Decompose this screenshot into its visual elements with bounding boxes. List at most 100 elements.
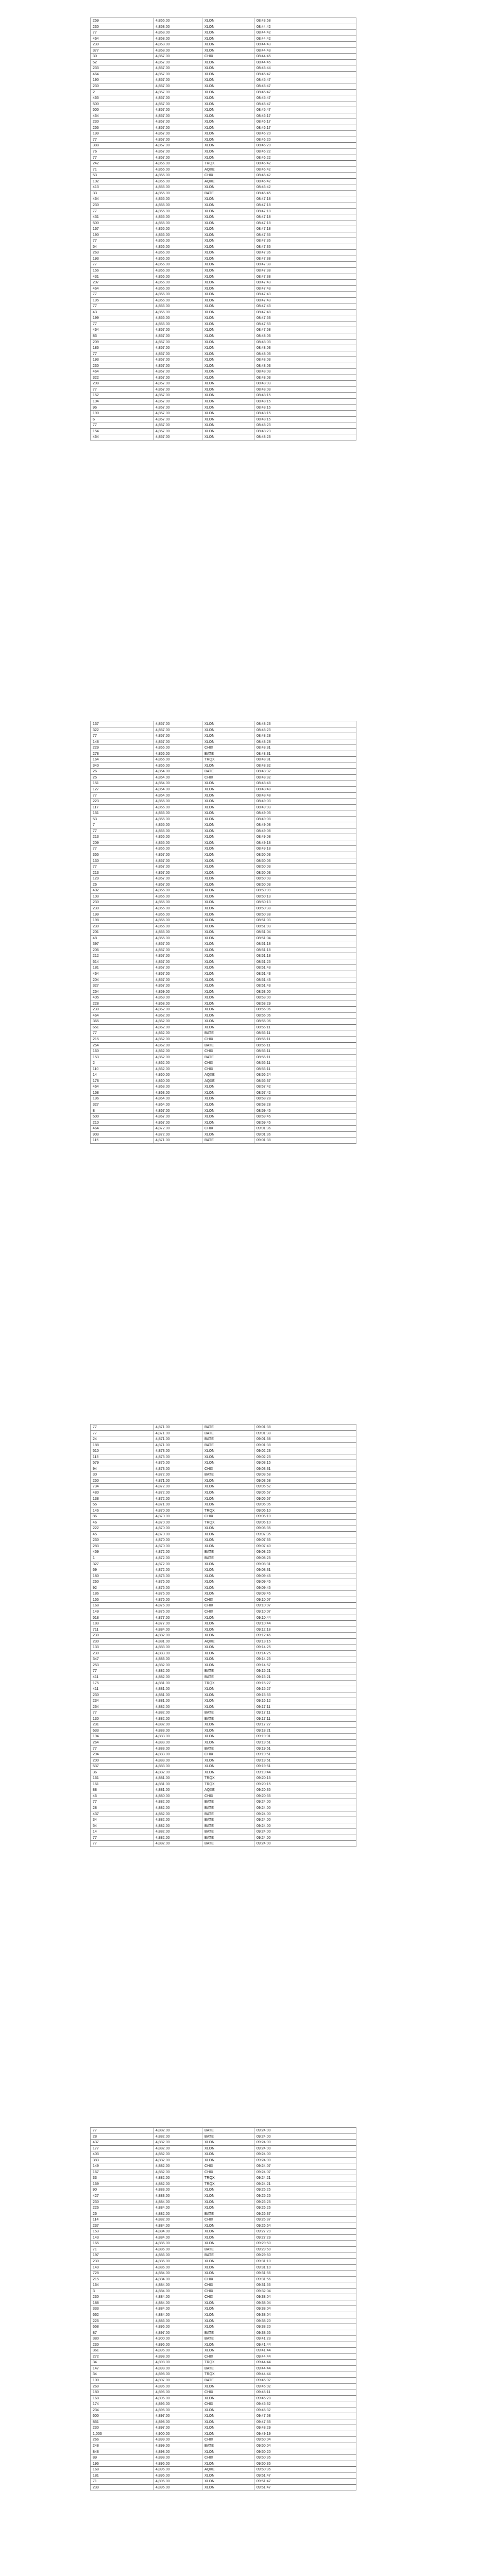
trade-venue-cell: XLON <box>202 1698 254 1704</box>
table-row: 169 4,882.00 TRQX 09:24:21 <box>90 2180 356 2188</box>
trade-time-cell: 08:47:18 <box>254 201 356 209</box>
trade-quantity-cell: 2 <box>90 89 153 96</box>
trade-venue-cell: XLON <box>202 285 254 292</box>
trade-quantity-cell: 138 <box>90 1495 153 1502</box>
table-row: 114 4,882.00 CHIX 09:26:37 <box>90 2216 356 2223</box>
table-row: 30 4,872.00 BATE 09:03:58 <box>90 1471 356 1478</box>
trade-time-cell: 09:19:51 <box>254 1739 356 1746</box>
trade-price-cell: 4,857.00 <box>153 410 202 417</box>
trade-venue-cell: TRQX <box>202 2359 254 2366</box>
trade-time-cell: 09:06:10 <box>254 1519 356 1526</box>
trade-quantity-cell: 413 <box>90 184 153 191</box>
trade-price-cell: 4,854.00 <box>153 792 202 799</box>
trade-time-cell: 08:56:11 <box>254 1024 356 1031</box>
trade-time-cell: 09:31:56 <box>254 2276 356 2283</box>
trade-price-cell: 4,857.00 <box>153 434 202 440</box>
trade-venue-cell: XLON <box>202 398 254 405</box>
trade-time-cell: 09:24:21 <box>254 2180 356 2188</box>
trade-time-cell: 09:38:04 <box>254 2299 356 2307</box>
trade-time-cell: 08:53:00 <box>254 988 356 995</box>
trade-quantity-cell: 500 <box>90 219 153 227</box>
table-row: 77 4,856.00 XLON 08:47:43 <box>90 303 356 310</box>
trade-time-cell: 08:46:45 <box>254 190 356 197</box>
trade-price-cell: 4,855.00 <box>153 184 202 191</box>
trade-time-cell: 09:24:00 <box>254 1805 356 1811</box>
trade-price-cell: 4,883.00 <box>153 1751 202 1758</box>
trade-quantity-cell: 196 <box>90 2460 153 2467</box>
trade-quantity-cell: 464 <box>90 71 153 78</box>
trade-venue-cell: XLON <box>202 1101 254 1108</box>
trade-time-cell: 08:51:18 <box>254 946 356 954</box>
trade-price-cell: 4,855.00 <box>153 196 202 202</box>
trade-quantity-cell: 259 <box>90 18 153 24</box>
table-row: 43 4,856.00 XLON 08:47:48 <box>90 309 356 316</box>
table-row: 464 4,857.00 XLON 08:46:17 <box>90 112 356 120</box>
table-row: 199 4,856.00 XLON 08:47:53 <box>90 315 356 321</box>
table-row: 361 4,896.00 XLON 09:41:44 <box>90 2347 356 2354</box>
trade-time-cell: 08:50:13 <box>254 893 356 900</box>
trade-venue-cell: BATE <box>202 2443 254 2449</box>
trade-price-cell: 4,857.00 <box>153 857 202 865</box>
trade-time-cell: 08:50:03 <box>254 857 356 865</box>
trade-time-cell: 08:56:11 <box>254 1042 356 1049</box>
table-row: 90 4,883.00 XLON 09:25:25 <box>90 2187 356 2193</box>
trade-price-cell: 4,857.00 <box>153 327 202 333</box>
trade-venue-cell: XLON <box>202 100 254 108</box>
trade-venue-cell: XLON <box>202 112 254 120</box>
trade-venue-cell: XLON <box>202 374 254 381</box>
trade-time-cell: 09:12:46 <box>254 1632 356 1639</box>
table-row: 403 4,882.00 XLON 09:24:00 <box>90 2151 356 2158</box>
trade-time-cell: 08:47:53 <box>254 315 356 321</box>
trade-time-cell: 09:27:29 <box>254 2234 356 2241</box>
table-row: 229 4,856.00 CHIX 08:48:31 <box>90 744 356 751</box>
trade-quantity-cell: 87 <box>90 2329 153 2336</box>
trade-time-cell: 08:51:43 <box>254 970 356 977</box>
table-row: 230 4,858.00 XLON 08:44:43 <box>90 41 356 48</box>
trade-time-cell: 09:07:35 <box>254 1531 356 1538</box>
trade-time-cell: 09:05:57 <box>254 1489 356 1496</box>
table-row: 117 4,855.00 XLON 08:49:03 <box>90 804 356 811</box>
table-row: 77 4,882.00 BATE 09:24:00 <box>90 1834 356 1841</box>
trade-venue-cell: XLON <box>202 1584 254 1591</box>
trade-quantity-cell: 3 <box>90 2287 153 2295</box>
trade-price-cell: 4,862.00 <box>153 1018 202 1025</box>
trade-price-cell: 4,862.00 <box>153 1006 202 1013</box>
trade-time-cell: 08:48:32 <box>254 774 356 781</box>
trade-quantity-cell: 230 <box>90 1650 153 1657</box>
trade-quantity-cell: 230 <box>90 2198 153 2206</box>
trade-time-cell: 09:12:18 <box>254 1626 356 1633</box>
trade-price-cell: 4,870.00 <box>153 1531 202 1538</box>
table-row: 77 4,882.00 BATE 09:15:21 <box>90 1668 356 1674</box>
trade-time-cell: 09:47:58 <box>254 2413 356 2419</box>
trade-venue-cell: CHIX <box>202 1465 254 1472</box>
trade-quantity-cell: 208 <box>90 380 153 387</box>
trade-quantity-cell: 230 <box>90 362 153 369</box>
trade-venue-cell: XLON <box>202 1095 254 1102</box>
trade-price-cell: 4,855.00 <box>153 816 202 823</box>
table-row: 183 4,877.00 XLON 09:10:44 <box>90 1620 356 1627</box>
trade-quantity-cell: 633 <box>90 1727 153 1734</box>
trade-venue-cell: BATE <box>202 1054 254 1061</box>
table-row: 8 4,867.00 XLON 08:59:45 <box>90 1107 356 1114</box>
table-row: 388 4,857.00 XLON 08:46:20 <box>90 142 356 149</box>
trade-price-cell: 4,882.00 <box>153 1709 202 1716</box>
trade-price-cell: 4,883.00 <box>153 1650 202 1657</box>
trade-price-cell: 4,855.00 <box>153 887 202 894</box>
trade-quantity-cell: 206 <box>90 946 153 954</box>
trade-time-cell: 09:01:38 <box>254 1442 356 1449</box>
table-row: 175 4,881.00 TRQX 09:15:27 <box>90 1680 356 1687</box>
trade-price-cell: 4,857.00 <box>153 59 202 66</box>
trade-price-cell: 4,867.00 <box>153 1107 202 1114</box>
trade-quantity-cell: 195 <box>90 297 153 304</box>
table-row: 46 4,880.00 CHIX 09:20:35 <box>90 1792 356 1800</box>
table-row: 230 4,857.00 XLON 08:46:17 <box>90 118 356 125</box>
trade-time-cell: 08:44:42 <box>254 29 356 36</box>
trade-venue-cell: CHIX <box>202 1602 254 1609</box>
trade-venue-cell: XLON <box>202 1757 254 1764</box>
trade-price-cell: 4,855.00 <box>153 905 202 912</box>
trade-time-cell: 08:46:22 <box>254 148 356 155</box>
table-row: 71 4,886.00 BATE 09:29:50 <box>90 2246 356 2253</box>
table-row: 380 4,900.00 BATE 09:41:23 <box>90 2335 356 2342</box>
trade-time-cell: 09:24:21 <box>254 2175 356 2181</box>
trade-venue-cell: XLON <box>202 2258 254 2265</box>
